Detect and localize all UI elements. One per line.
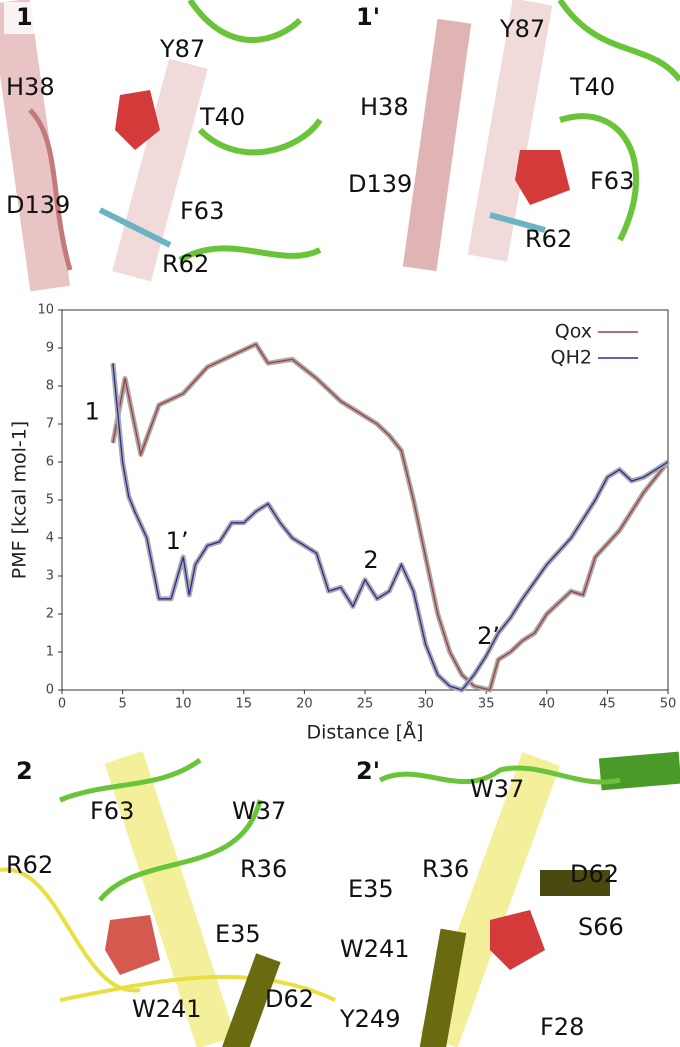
x-tick-label: 45	[599, 697, 616, 712]
y-tick-label: 9	[46, 341, 54, 356]
legend-label: Qox	[555, 321, 592, 343]
x-tick-label: 25	[357, 697, 374, 712]
x-tick-label: 50	[660, 697, 677, 712]
residue-label: W241	[340, 935, 410, 963]
residue-label: D62	[570, 860, 619, 888]
panel-label-bg	[4, 2, 38, 34]
panel-2-art	[402, 0, 680, 272]
y-tick-label: 10	[37, 303, 54, 318]
residue-label: E35	[348, 875, 394, 903]
x-tick-label: 0	[58, 697, 66, 712]
residue-label: S66	[578, 913, 624, 941]
x-tick-label: 10	[175, 697, 192, 712]
residue-label: F63	[180, 197, 224, 225]
residue-label: E35	[215, 920, 261, 948]
residue-label: D139	[6, 191, 70, 219]
residue-label: F28	[540, 1013, 584, 1041]
y-tick-label: 4	[46, 531, 54, 546]
panel-3-art	[0, 751, 336, 1047]
x-axis-label: Distance [Å]	[307, 721, 424, 744]
y-tick-label: 5	[46, 493, 54, 508]
residue-label: W37	[232, 797, 286, 825]
residue-label: W37	[470, 775, 524, 803]
residue-label: D139	[348, 170, 412, 198]
residue-label: R62	[525, 225, 572, 253]
panel-label-bg	[344, 756, 378, 788]
panel-label: 2	[16, 757, 33, 785]
panel-label-bg	[344, 2, 378, 34]
y-tick-label: 2	[46, 607, 54, 622]
legend-label: QH2	[551, 347, 592, 369]
error-band	[110, 362, 670, 693]
residue-label: R62	[6, 851, 53, 879]
residue-label: Y249	[339, 1005, 400, 1033]
x-tick-label: 40	[539, 697, 556, 712]
panel-label: 1'	[356, 3, 380, 31]
y-tick-label: 8	[46, 379, 54, 394]
panel-label-bg	[4, 756, 38, 788]
panel-label: 2'	[356, 757, 380, 785]
residue-label: H38	[360, 93, 409, 121]
y-tick-label: 0	[46, 683, 54, 698]
residue-label: R36	[240, 855, 287, 883]
residue-label: D62	[265, 985, 314, 1013]
residue-label: T40	[569, 73, 615, 101]
residue-label: Y87	[159, 35, 205, 63]
y-axis-label: PMF [kcal mol-1]	[9, 421, 31, 579]
residue-label: W241	[132, 995, 202, 1023]
residue-label: F63	[590, 167, 634, 195]
residue-label: H38	[6, 73, 55, 101]
y-tick-label: 6	[46, 455, 54, 470]
residue-label: R36	[422, 855, 469, 883]
panel-1-art	[0, 0, 323, 292]
residue-label: F63	[90, 797, 134, 825]
y-tick-label: 3	[46, 569, 54, 584]
annotation: 2	[363, 546, 378, 574]
x-tick-label: 30	[417, 697, 434, 712]
annotation: 1	[85, 398, 100, 426]
residue-label: Y87	[499, 15, 545, 43]
panel-label: 1	[16, 3, 33, 31]
series-line	[112, 343, 669, 691]
annotation: 2’	[477, 622, 500, 650]
x-tick-label: 35	[478, 697, 495, 712]
residue-label: T40	[199, 103, 245, 131]
y-tick-label: 1	[46, 645, 54, 660]
x-tick-label: 15	[236, 697, 253, 712]
y-tick-label: 7	[46, 417, 54, 432]
x-tick-label: 5	[118, 697, 126, 712]
panel-4-art	[378, 751, 680, 1047]
series-line	[112, 363, 669, 691]
annotation: 1’	[166, 527, 189, 555]
residue-label: R62	[162, 250, 209, 278]
x-tick-label: 20	[296, 697, 313, 712]
